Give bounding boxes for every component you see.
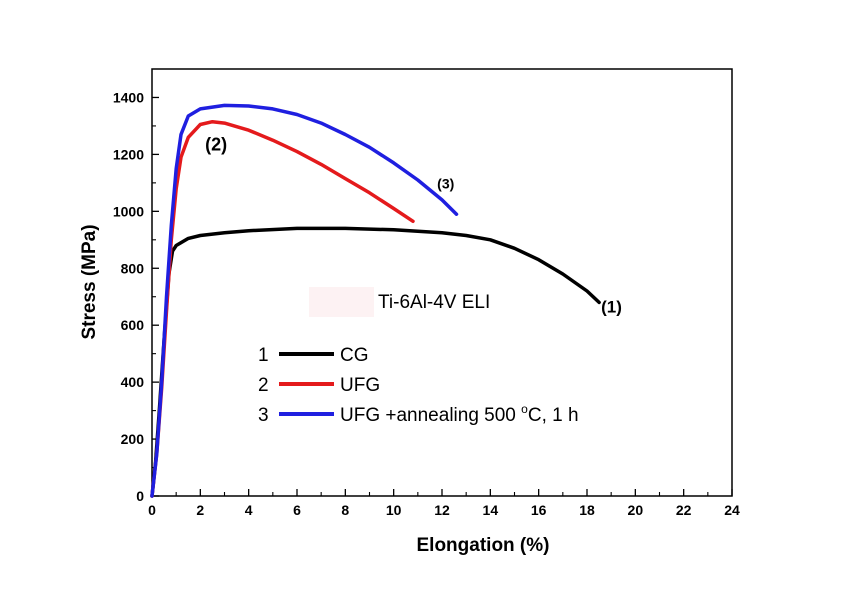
y-tick-label: 0 [136,488,144,504]
x-tick-label: 2 [196,502,204,518]
y-tick-label: 800 [121,260,145,276]
x-tick-label: 20 [628,502,644,518]
y-axis-title: Stress (MPa) [79,224,100,339]
y-tick-label: 200 [121,431,145,447]
x-tick-label: 8 [341,502,349,518]
x-tick-label: 22 [676,502,692,518]
x-tick-label: 10 [386,502,402,518]
x-tick-label: 4 [245,502,253,518]
curve-label: (1) [601,297,622,316]
x-tick-label: 18 [579,502,595,518]
y-tick-label: 400 [121,374,145,390]
curve-label: (3) [437,176,454,192]
legend-label: UFG [340,375,380,396]
legend-entry: 2 UFG [258,375,380,396]
legend-label: CG [340,345,369,366]
y-tick-label: 1000 [113,203,144,219]
y-tick-label: 1400 [113,89,144,105]
curve-label: (2) [205,134,227,154]
legend-label: UFG +annealing 500 oC, 1 h [340,402,579,426]
x-tick-label: 12 [434,502,450,518]
x-axis-title: Elongation (%) [417,535,550,556]
y-axis-ticks: 0 200 400 600 800 1000 1200 1400 [113,89,159,504]
legend-entry: 1 CG [258,345,369,366]
annotation-highlight [309,287,374,317]
legend-number: 1 [258,345,269,366]
x-tick-label: 6 [293,502,301,518]
x-tick-label: 16 [531,502,547,518]
series-line [150,103,459,498]
material-annotation: Ti-6Al-4V ELI [378,292,490,313]
legend-number: 2 [258,375,269,396]
x-tick-label: 0 [148,502,156,518]
y-tick-label: 1200 [113,146,144,162]
legend: 1 CG 2 UFG 3 UFG +annealing 500 oC, 1 h [258,345,579,426]
x-axis-ticks: 0 2 4 6 8 10 12 14 16 18 20 22 24 [148,489,740,518]
data-curves [150,103,601,498]
y-tick-label: 600 [121,317,145,333]
x-tick-label: 24 [724,502,740,518]
curve-labels: (1) (2) (3) [205,134,622,316]
x-tick-label: 14 [483,502,499,518]
legend-entry: 3 UFG +annealing 500 oC, 1 h [258,402,579,426]
legend-number: 3 [258,405,269,426]
